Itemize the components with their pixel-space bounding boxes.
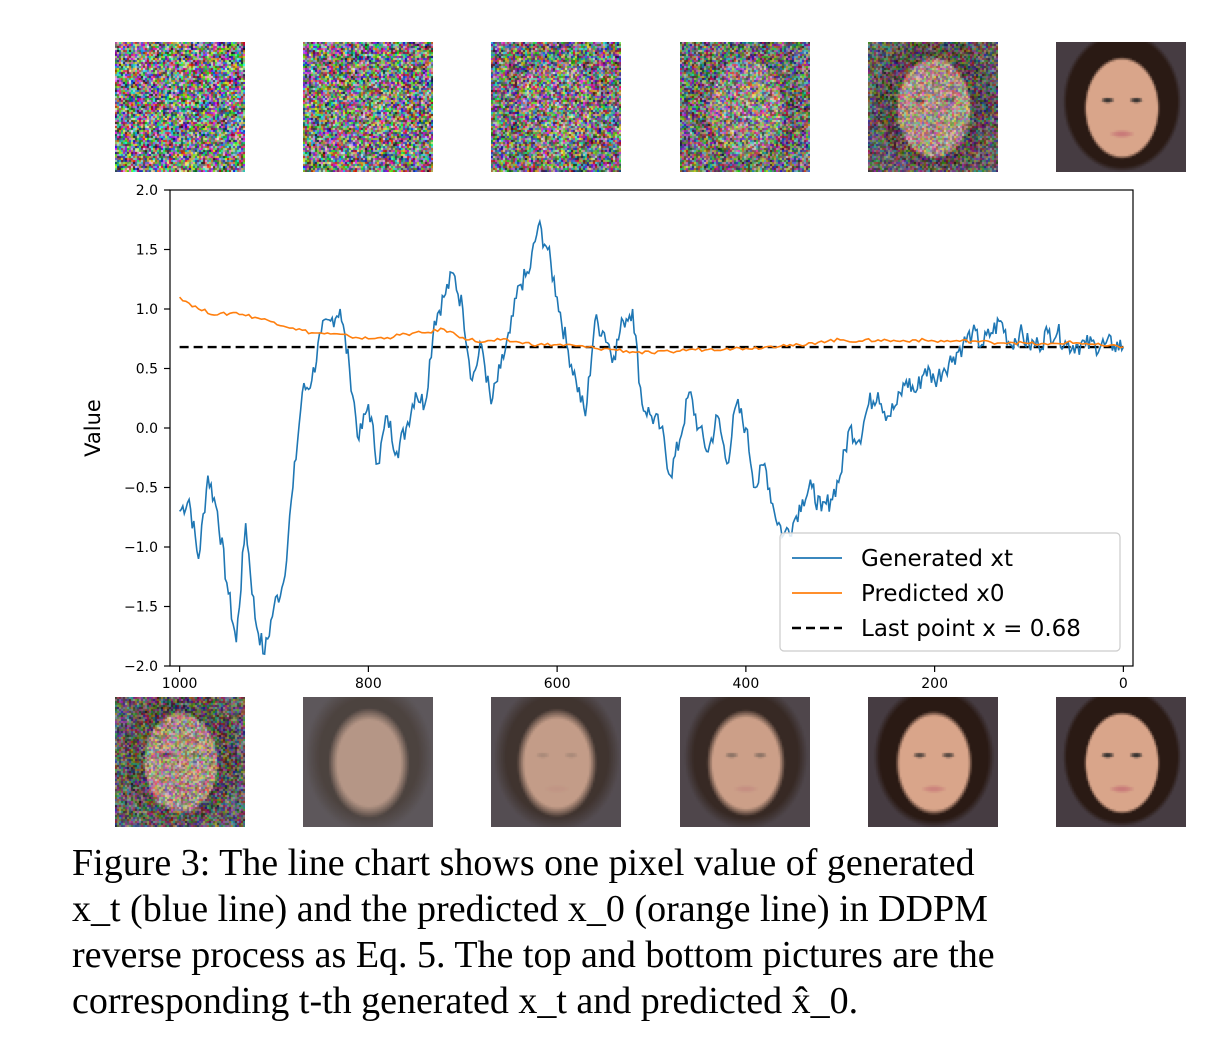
legend-label-2: Predicted x0 bbox=[861, 581, 1005, 607]
y-tick-label: −2.0 bbox=[124, 659, 158, 675]
y-tick-label: −1.0 bbox=[124, 540, 158, 556]
caption-line-4: corresponding t-th generated x_t and pre… bbox=[72, 980, 859, 1022]
top-image-5 bbox=[868, 42, 998, 172]
legend-label-1: Generated xt bbox=[861, 546, 1013, 572]
top-image-2 bbox=[303, 42, 433, 172]
x-tick-label: 1000 bbox=[162, 676, 198, 692]
bottom-image-4 bbox=[680, 697, 810, 827]
bottom-image-1 bbox=[115, 697, 245, 827]
series-line-1 bbox=[179, 218, 1125, 656]
caption-line-2: x_t (blue line) and the predicted x_0 (o… bbox=[72, 888, 988, 930]
top-image-3 bbox=[491, 42, 621, 172]
y-tick-label: 0.0 bbox=[136, 421, 158, 437]
y-tick-label: −0.5 bbox=[124, 481, 158, 497]
x-tick-label: 800 bbox=[355, 676, 382, 692]
x-tick-label: 200 bbox=[921, 676, 948, 692]
top-image-6 bbox=[1056, 42, 1186, 172]
x-tick-label: 600 bbox=[544, 676, 571, 692]
bottom-image-2 bbox=[303, 697, 433, 827]
x-tick-label: 0 bbox=[1119, 676, 1128, 692]
y-tick-label: 2.0 bbox=[136, 183, 158, 199]
bottom-image-3 bbox=[491, 697, 621, 827]
figure-caption: Figure 3: The line chart shows one pixel… bbox=[72, 840, 1192, 1024]
y-tick-label: −1.5 bbox=[124, 600, 158, 616]
series-line-2 bbox=[178, 296, 1124, 355]
line-chart: −2.0 −1.5 −1.0 −0.5 0.0 0.5 1.0 1.5 2.0 1000 800 60… bbox=[81, 183, 1134, 692]
bottom-image-5 bbox=[868, 697, 998, 827]
top-image-4 bbox=[680, 42, 810, 172]
top-image-1 bbox=[115, 42, 245, 172]
y-tick-label: 1.0 bbox=[136, 302, 158, 318]
legend-box bbox=[779, 532, 1121, 652]
bottom-image-6 bbox=[1056, 697, 1186, 827]
legend-label-3: Last point x = 0.68 bbox=[861, 616, 1081, 642]
y-tick-label: 1.5 bbox=[136, 243, 158, 259]
x-tick-label: 400 bbox=[733, 676, 760, 692]
caption-line-3: reverse process as Eq. 5. The top and bo… bbox=[72, 934, 995, 976]
y-tick-label: 0.5 bbox=[136, 362, 158, 378]
y-axis-label: Value bbox=[81, 399, 105, 457]
caption-line-1: Figure 3: The line chart shows one pixel… bbox=[72, 842, 975, 884]
